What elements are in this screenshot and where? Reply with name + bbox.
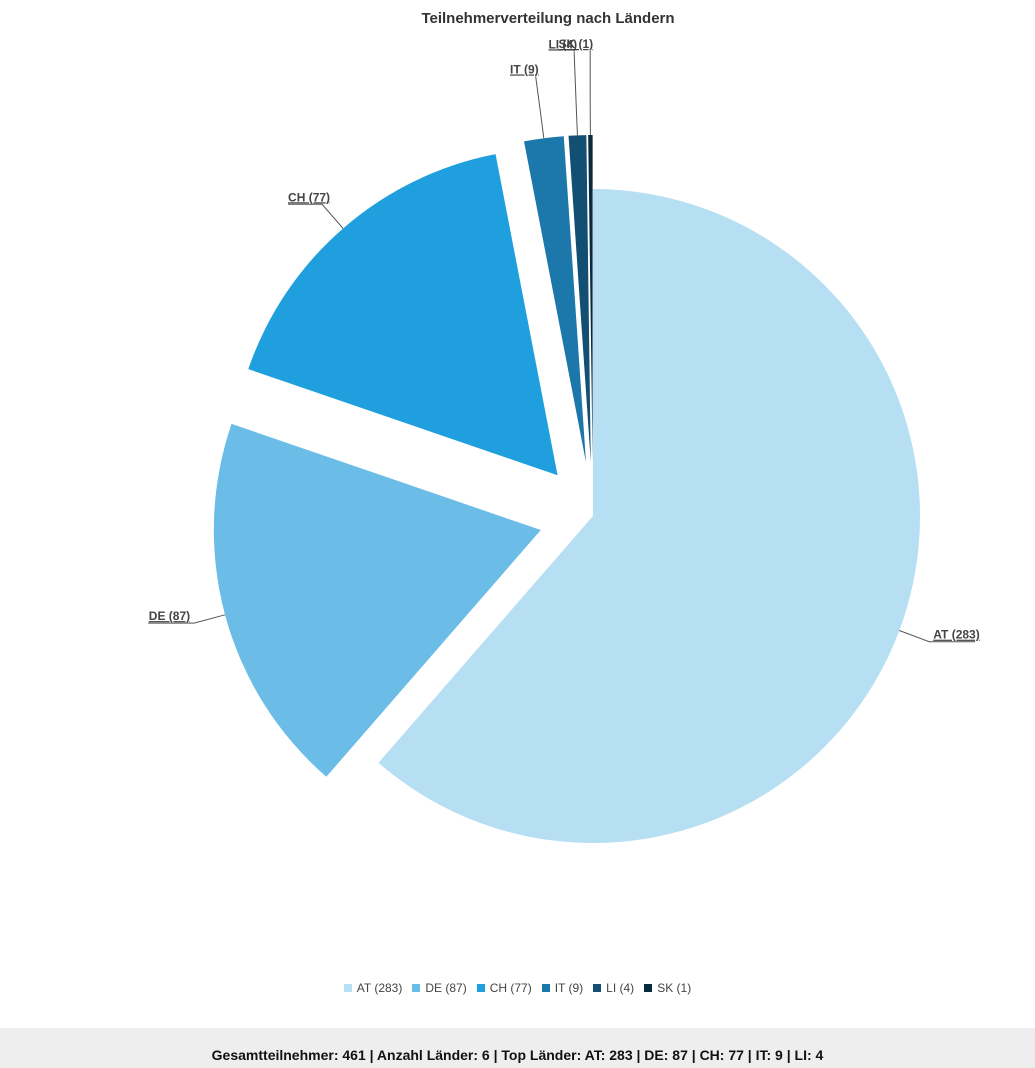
leader-line-de — [148, 614, 226, 624]
chart-legend: AT (283) DE (87) CH (77) IT (9) LI (4) S… — [0, 981, 1035, 995]
legend-swatch-ch — [476, 984, 485, 992]
legend-item-it[interactable]: IT (9) — [541, 981, 584, 995]
pie-chart: Teilnehmerverteilung nach Ländern AT (28… — [148, 10, 980, 844]
slice-label-at: AT (283) — [933, 628, 979, 642]
chart-title: Teilnehmerverteilung nach Ländern — [421, 10, 674, 27]
legend-item-de[interactable]: DE (87) — [412, 981, 467, 995]
summary-bar: Gesamtteilnehmer: 461 | Anzahl Länder: 6… — [0, 1028, 1035, 1068]
pie-slice-li[interactable] — [568, 135, 591, 463]
legend-label-sk: SK (1) — [657, 981, 692, 995]
pie-slice-de[interactable] — [213, 423, 541, 777]
summary-text: Gesamtteilnehmer: 461 | Anzahl Länder: 6… — [211, 1047, 824, 1063]
legend-swatch-de — [412, 984, 421, 992]
leader-line-it — [535, 76, 545, 139]
legend-swatch-sk — [644, 984, 653, 992]
legend-item-at[interactable]: AT (283) — [343, 981, 403, 995]
slice-label-it: IT (9) — [510, 62, 539, 76]
leader-line-li — [573, 51, 578, 136]
pie-slice-ch[interactable] — [248, 154, 558, 476]
legend-item-li[interactable]: LI (4) — [593, 981, 634, 995]
slice-label-li: LI (4) — [548, 37, 577, 51]
legend-item-ch[interactable]: CH (77) — [476, 981, 532, 995]
leader-line-at — [899, 630, 976, 643]
slice-label-sk: SK (1) — [559, 37, 594, 51]
legend-label-at: AT (283) — [356, 981, 403, 995]
chart-area: Teilnehmerverteilung nach Ländern AT (28… — [0, 10, 1035, 995]
pie-slice-sk[interactable] — [588, 135, 593, 463]
legend-item-sk[interactable]: SK (1) — [644, 981, 691, 995]
legend-label-de: DE (87) — [425, 981, 467, 995]
legend-label-li: LI (4) — [606, 981, 635, 995]
legend-swatch-at — [343, 984, 352, 992]
legend-swatch-it — [541, 984, 550, 992]
leader-line-ch — [288, 203, 344, 229]
slice-label-de: DE (87) — [149, 609, 190, 623]
slice-label-ch: CH (77) — [288, 190, 330, 204]
legend-label-it: IT (9) — [554, 981, 584, 995]
pie-slice-at[interactable] — [378, 189, 920, 844]
legend-swatch-li — [593, 984, 602, 992]
pie-slice-it[interactable] — [524, 136, 587, 463]
legend-label-ch: CH (77) — [489, 981, 532, 995]
